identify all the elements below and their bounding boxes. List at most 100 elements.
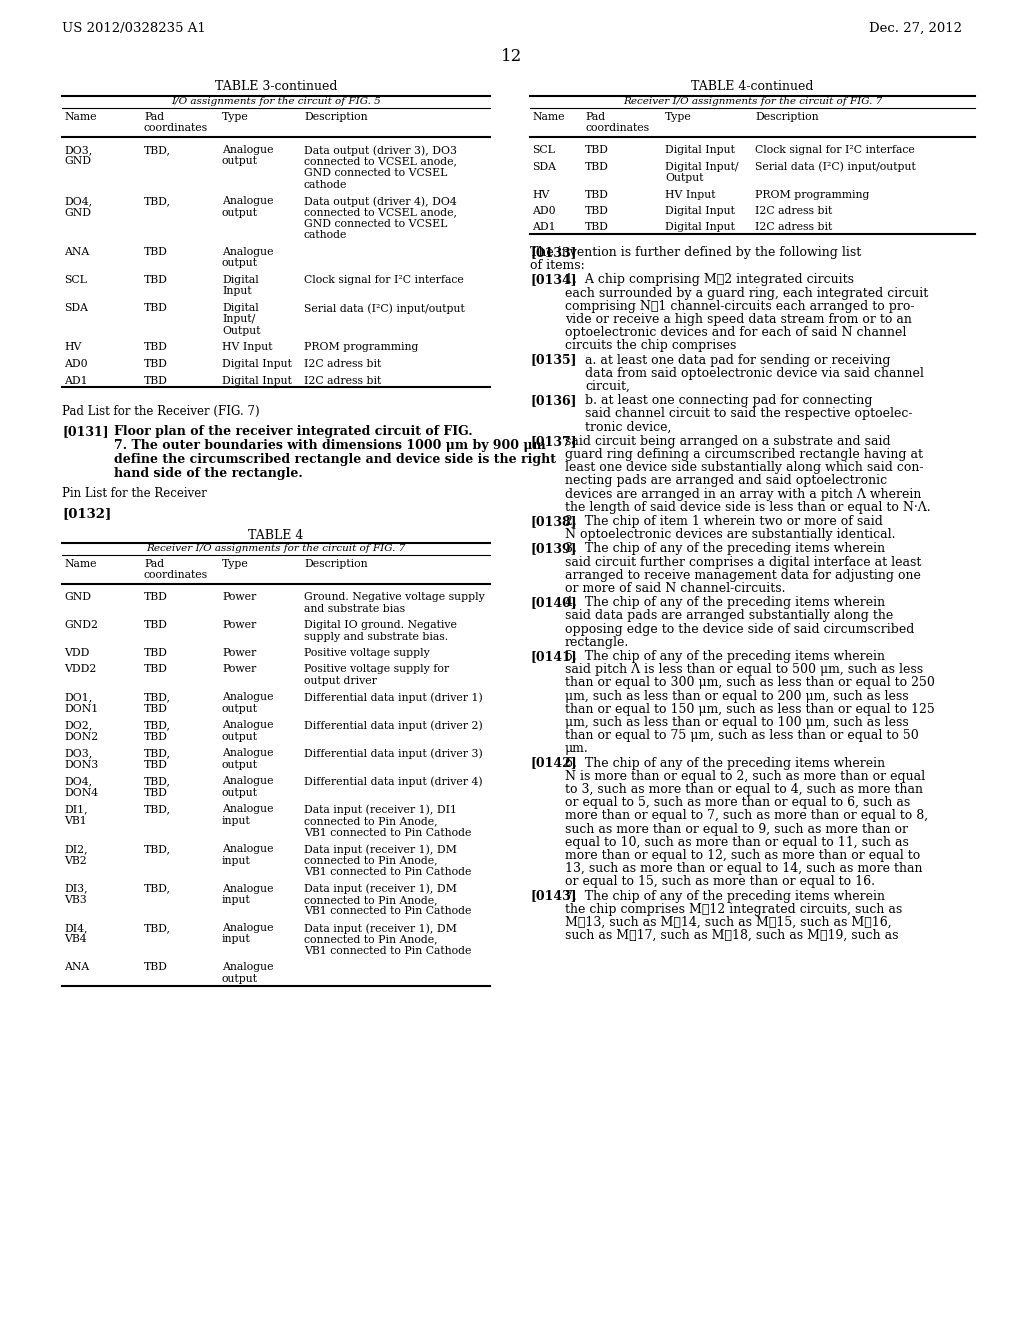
- Text: [0131]: [0131]: [62, 425, 109, 438]
- Text: than or equal to 75 μm, such as less than or equal to 50: than or equal to 75 μm, such as less tha…: [565, 729, 919, 742]
- Text: TBD: TBD: [144, 247, 168, 257]
- Text: than or equal to 150 μm, such as less than or equal to 125: than or equal to 150 μm, such as less th…: [565, 702, 935, 715]
- Text: connected to VCSEL anode,: connected to VCSEL anode,: [304, 207, 457, 218]
- Text: of items:: of items:: [530, 259, 585, 272]
- Text: coordinates: coordinates: [144, 123, 208, 133]
- Text: 6.  The chip of any of the preceding items wherein: 6. The chip of any of the preceding item…: [565, 756, 885, 770]
- Text: Analogue: Analogue: [222, 962, 273, 973]
- Text: TBD: TBD: [144, 304, 168, 313]
- Text: more than or equal to 12, such as more than or equal to: more than or equal to 12, such as more t…: [565, 849, 921, 862]
- Text: vide or receive a high speed data stream from or to an: vide or receive a high speed data stream…: [565, 313, 912, 326]
- Text: input: input: [222, 895, 251, 906]
- Text: comprising N≧1 channel-circuits each arranged to pro-: comprising N≧1 channel-circuits each arr…: [565, 300, 914, 313]
- Text: more than or equal to 7, such as more than or equal to 8,: more than or equal to 7, such as more th…: [565, 809, 928, 822]
- Text: Analogue: Analogue: [222, 693, 273, 702]
- Text: TBD: TBD: [144, 760, 168, 770]
- Text: 12: 12: [502, 48, 522, 65]
- Text: [0134]: [0134]: [530, 273, 577, 286]
- Text: least one device side substantially along which said con-: least one device side substantially alon…: [565, 461, 924, 474]
- Text: Pad: Pad: [144, 112, 164, 121]
- Text: 2.  The chip of item 1 wherein two or more of said: 2. The chip of item 1 wherein two or mor…: [565, 515, 883, 528]
- Text: Analogue: Analogue: [222, 247, 273, 257]
- Text: 7. The outer boundaries with dimensions 1000 μm by 900 μm: 7. The outer boundaries with dimensions …: [114, 440, 546, 451]
- Text: TBD,: TBD,: [144, 145, 171, 154]
- Text: said circuit further comprises a digital interface at least: said circuit further comprises a digital…: [565, 556, 922, 569]
- Text: Output: Output: [665, 173, 703, 183]
- Text: each surrounded by a guard ring, each integrated circuit: each surrounded by a guard ring, each in…: [565, 286, 928, 300]
- Text: μm, such as less than or equal to 100 μm, such as less: μm, such as less than or equal to 100 μm…: [565, 715, 908, 729]
- Text: input: input: [222, 816, 251, 826]
- Text: TBD: TBD: [144, 591, 168, 602]
- Text: Digital Input: Digital Input: [665, 206, 735, 216]
- Text: necting pads are arranged and said optoelectronic: necting pads are arranged and said optoe…: [565, 474, 887, 487]
- Text: HV: HV: [63, 342, 81, 352]
- Text: DO4,: DO4,: [63, 195, 92, 206]
- Text: VDD2: VDD2: [63, 664, 96, 675]
- Text: [0138]: [0138]: [530, 515, 577, 528]
- Text: Digital Input/: Digital Input/: [665, 161, 738, 172]
- Text: Name: Name: [63, 112, 96, 121]
- Text: TBD: TBD: [144, 342, 168, 352]
- Text: TBD: TBD: [144, 664, 168, 675]
- Text: DO4,: DO4,: [63, 776, 92, 787]
- Text: PROM programming: PROM programming: [755, 190, 869, 199]
- Text: or equal to 5, such as more than or equal to 6, such as: or equal to 5, such as more than or equa…: [565, 796, 910, 809]
- Text: connected to Pin Anode,: connected to Pin Anode,: [304, 816, 437, 826]
- Text: than or equal to 300 μm, such as less than or equal to 250: than or equal to 300 μm, such as less th…: [565, 676, 935, 689]
- Text: TBD,: TBD,: [144, 693, 171, 702]
- Text: DON4: DON4: [63, 788, 98, 799]
- Text: output: output: [222, 733, 258, 742]
- Text: b. at least one connecting pad for connecting: b. at least one connecting pad for conne…: [585, 395, 872, 407]
- Text: said circuit being arranged on a substrate and said: said circuit being arranged on a substra…: [565, 434, 891, 447]
- Text: 3.  The chip of any of the preceding items wherein: 3. The chip of any of the preceding item…: [565, 543, 885, 556]
- Text: SCL: SCL: [532, 145, 555, 154]
- Text: [0139]: [0139]: [530, 543, 577, 556]
- Text: DI4,: DI4,: [63, 923, 87, 933]
- Text: [0142]: [0142]: [530, 756, 577, 770]
- Text: output: output: [222, 974, 258, 983]
- Text: or more of said N channel-circuits.: or more of said N channel-circuits.: [565, 582, 785, 595]
- Text: output: output: [222, 704, 258, 714]
- Text: DON3: DON3: [63, 760, 98, 770]
- Text: 1.  A chip comprising M≧2 integrated circuits: 1. A chip comprising M≧2 integrated circ…: [565, 273, 854, 286]
- Text: connected to VCSEL anode,: connected to VCSEL anode,: [304, 157, 457, 166]
- Text: Floor plan of the receiver integrated circuit of FIG.: Floor plan of the receiver integrated ci…: [114, 425, 473, 438]
- Text: Description: Description: [304, 558, 368, 569]
- Text: Digital IO ground. Negative: Digital IO ground. Negative: [304, 620, 457, 630]
- Text: Digital Input: Digital Input: [222, 375, 292, 385]
- Text: connected to Pin Anode,: connected to Pin Anode,: [304, 855, 437, 866]
- Text: TBD,: TBD,: [144, 776, 171, 787]
- Text: SCL: SCL: [63, 275, 87, 285]
- Text: TBD,: TBD,: [144, 195, 171, 206]
- Text: said data pads are arranged substantially along the: said data pads are arranged substantiall…: [565, 610, 893, 623]
- Text: Digital: Digital: [222, 304, 259, 313]
- Text: [0137]: [0137]: [530, 434, 577, 447]
- Text: I2C adress bit: I2C adress bit: [304, 359, 381, 370]
- Text: Serial data (I²C) input/output: Serial data (I²C) input/output: [304, 304, 465, 314]
- Text: arranged to receive management data for adjusting one: arranged to receive management data for …: [565, 569, 921, 582]
- Text: ANA: ANA: [63, 962, 89, 973]
- Text: Description: Description: [304, 112, 368, 121]
- Text: define the circumscribed rectangle and device side is the right: define the circumscribed rectangle and d…: [114, 453, 556, 466]
- Text: 7.  The chip of any of the preceding items wherein: 7. The chip of any of the preceding item…: [565, 890, 885, 903]
- Text: VB1: VB1: [63, 816, 87, 826]
- Text: GND: GND: [63, 591, 91, 602]
- Text: cathode: cathode: [304, 180, 347, 190]
- Text: Clock signal for I²C interface: Clock signal for I²C interface: [304, 275, 464, 285]
- Text: such as M≧17, such as M≧18, such as M≧19, such as: such as M≧17, such as M≧18, such as M≧19…: [565, 929, 898, 942]
- Text: TBD: TBD: [144, 733, 168, 742]
- Text: [0135]: [0135]: [530, 354, 577, 367]
- Text: equal to 10, such as more than or equal to 11, such as: equal to 10, such as more than or equal …: [565, 836, 909, 849]
- Text: output: output: [222, 760, 258, 770]
- Text: TBD,: TBD,: [144, 804, 171, 814]
- Text: output: output: [222, 207, 258, 218]
- Text: Power: Power: [222, 648, 256, 657]
- Text: PROM programming: PROM programming: [304, 342, 419, 352]
- Text: devices are arranged in an array with a pitch Λ wherein: devices are arranged in an array with a …: [565, 487, 922, 500]
- Text: Description: Description: [755, 112, 818, 121]
- Text: I2C adress bit: I2C adress bit: [755, 223, 833, 232]
- Text: DON2: DON2: [63, 733, 98, 742]
- Text: VB1 connected to Pin Cathode: VB1 connected to Pin Cathode: [304, 867, 471, 876]
- Text: μm.: μm.: [565, 742, 589, 755]
- Text: TBD: TBD: [585, 223, 609, 232]
